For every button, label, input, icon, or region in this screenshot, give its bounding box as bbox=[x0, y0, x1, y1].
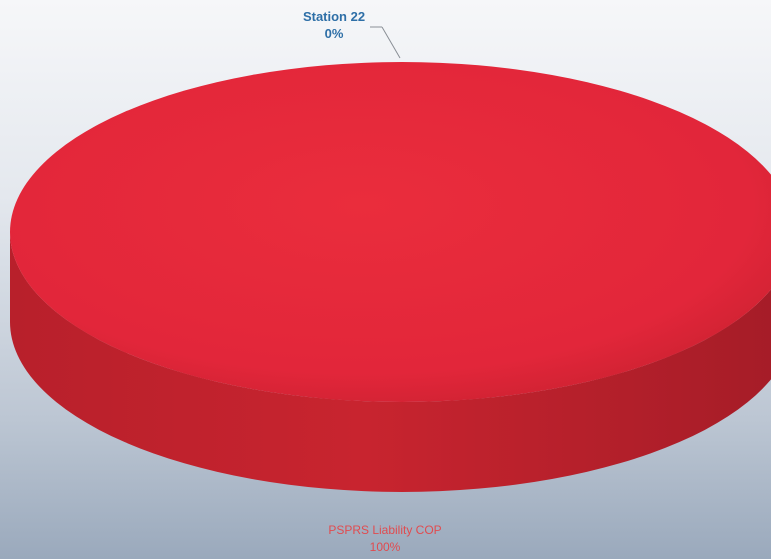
pie-slice-psprs-liability-cop bbox=[10, 62, 771, 402]
slice-name-station-22: Station 22 bbox=[302, 9, 366, 24]
slice-percent-psprs-liability-cop: 100% bbox=[369, 540, 401, 554]
leader-line-station-22-diag bbox=[381, 26, 401, 59]
slice-label-psprs-liability-cop: PSPRS Liability COP 100% bbox=[300, 522, 470, 556]
slice-label-station-22: Station 22 0% bbox=[282, 8, 386, 42]
pie-group bbox=[10, 62, 771, 492]
slice-percent-station-22: 0% bbox=[324, 26, 344, 41]
pie-side bbox=[10, 232, 771, 492]
slice-name-psprs-liability-cop: PSPRS Liability COP bbox=[328, 523, 442, 537]
